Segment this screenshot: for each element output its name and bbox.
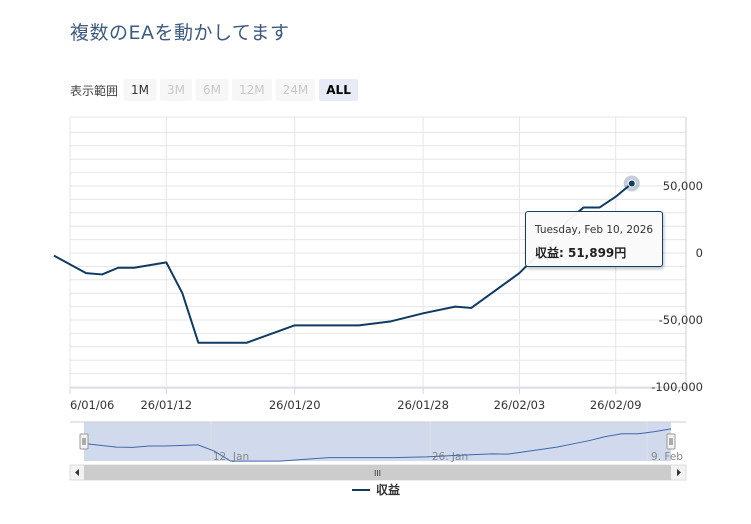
range-button-all[interactable]: ALL	[319, 79, 358, 101]
range-button-12m[interactable]: 12M	[232, 79, 272, 101]
hover-point	[627, 179, 636, 188]
range-selector-label: 表示範囲	[70, 83, 119, 98]
navigator-label: 9. Feb	[651, 451, 683, 463]
y-tick-label: 0	[696, 246, 703, 260]
navigator[interactable]: 12. Jan 26. Jan 9. Feb III	[69, 421, 687, 481]
scroll-right-arrow-icon	[677, 469, 681, 476]
x-tick-label: 26/01/28	[397, 398, 449, 412]
x-tick-label: 26/02/03	[494, 398, 546, 412]
chart-legend[interactable]: 収益	[352, 481, 400, 498]
navigator-label: 12. Jan	[213, 451, 249, 463]
x-tick-label: 26/01/20	[269, 398, 321, 412]
tooltip-date: Tuesday, Feb 10, 2026	[535, 224, 654, 236]
x-tick-label: 26/02/09	[590, 398, 642, 412]
scrollbar-thumb	[84, 465, 671, 480]
range-button-6m[interactable]: 6M	[196, 79, 229, 101]
navigator-label: 26. Jan	[432, 451, 468, 463]
range-button-24m[interactable]: 24M	[275, 79, 316, 101]
y-tick-label: -100,000	[651, 380, 703, 394]
scroll-left-arrow-icon	[75, 469, 79, 476]
legend-label: 収益	[376, 483, 401, 497]
navigator-handle	[666, 433, 676, 450]
navigator-selection-mask	[84, 422, 671, 461]
tooltip-value: 収益: 51,899円	[535, 246, 627, 260]
range-selector: 表示範囲 1M 3M 6M 12M 24M ALL	[70, 78, 362, 102]
y-tick-label: -50,000	[659, 313, 703, 327]
x-tick-label: 26/01/12	[140, 398, 192, 412]
legend-swatch	[352, 488, 370, 491]
range-button-1m[interactable]: 1M	[124, 79, 157, 101]
navigator-handle	[79, 433, 89, 450]
navigator-series-line	[83, 428, 672, 462]
scrollbar-grip: III	[374, 469, 381, 478]
range-button-3m[interactable]: 3M	[160, 79, 193, 101]
chart-tooltip: Tuesday, Feb 10, 2026 収益: 51,899円	[525, 211, 663, 267]
y-tick-label: 50,000	[663, 179, 703, 193]
page-title: 複数のEAを動かしてます	[70, 22, 290, 44]
axis-layer: 6/01/06 26/01/12 26/01/20 26/01/28 26/02/03 2…	[69, 117, 703, 412]
x-tick-label: 6/01/06	[70, 398, 114, 412]
